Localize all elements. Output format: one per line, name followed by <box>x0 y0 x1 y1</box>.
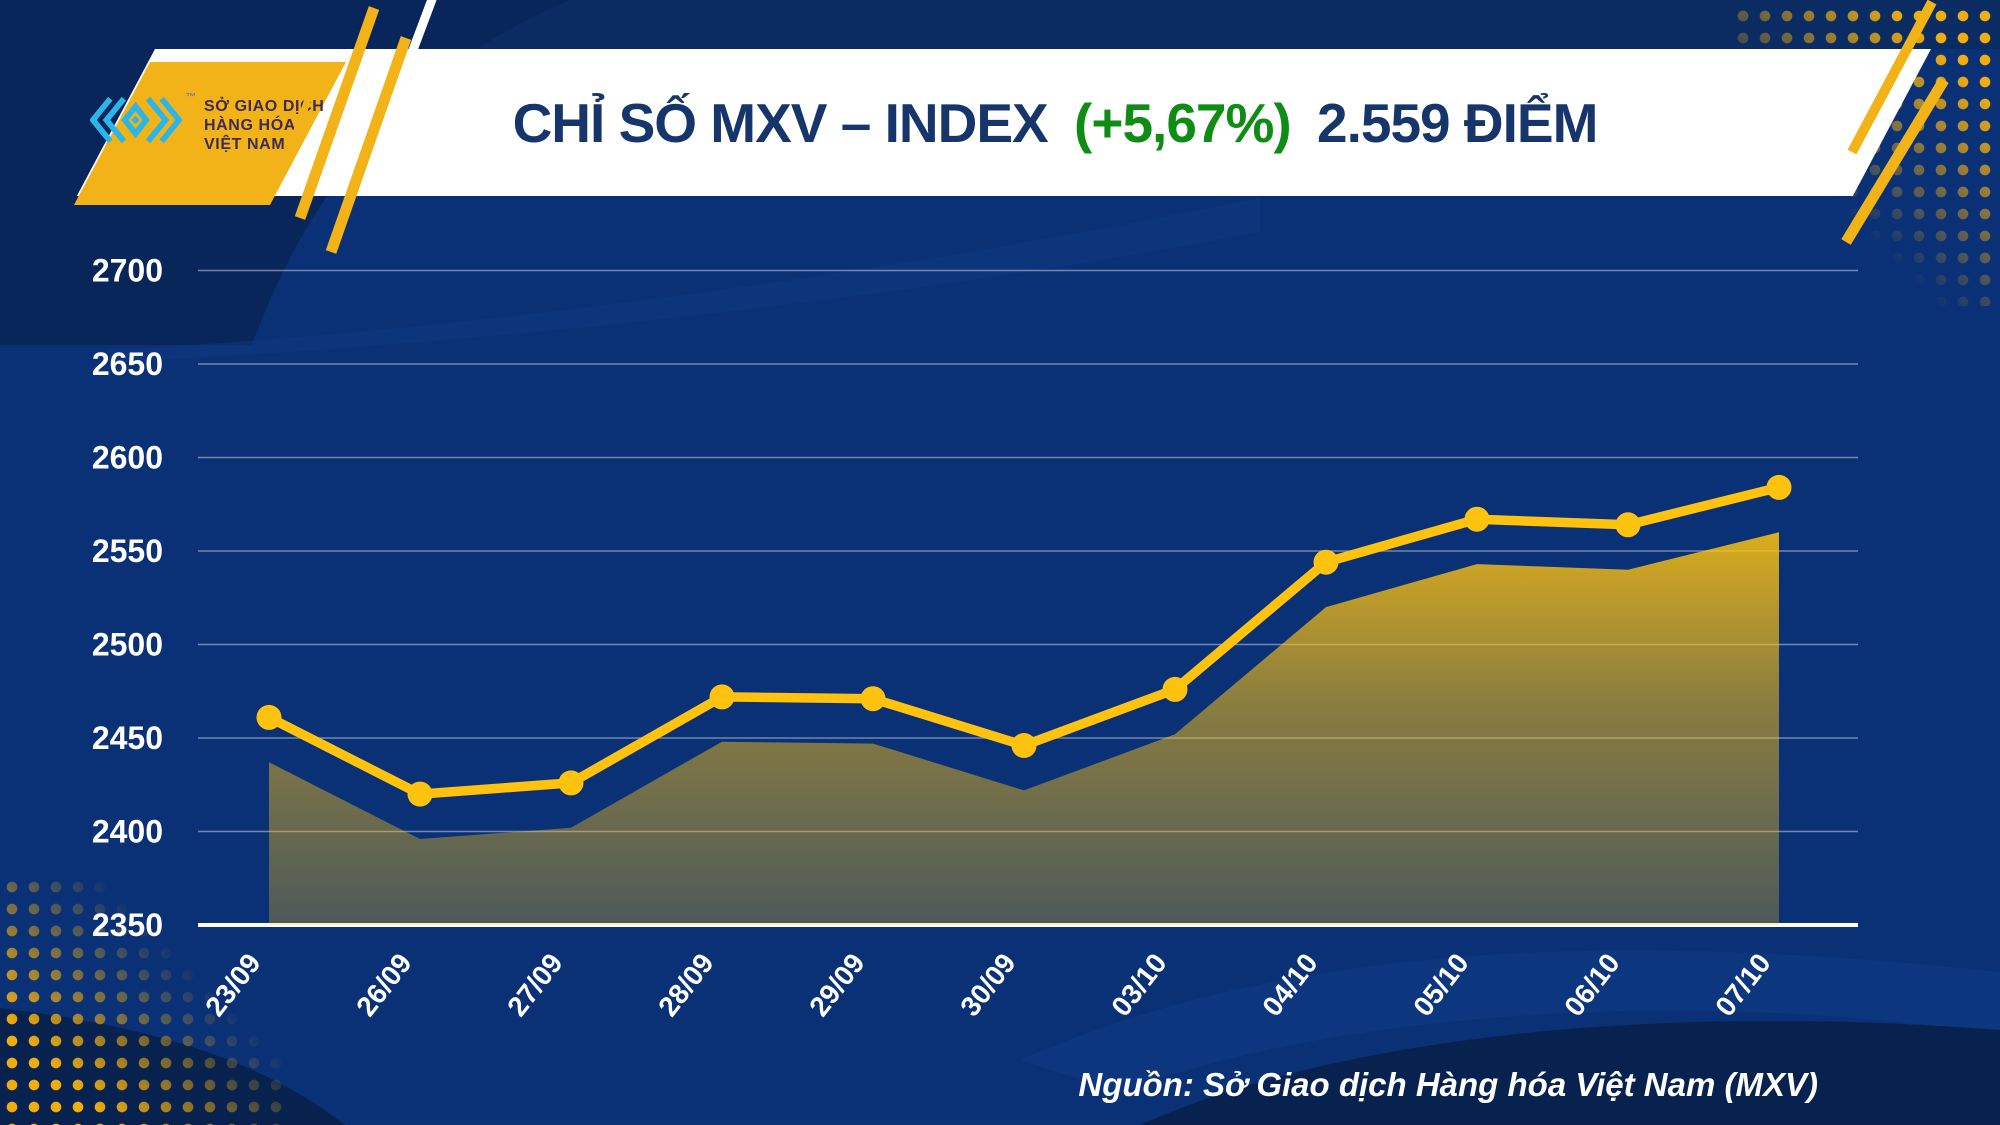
slash-left-long-1 <box>294 6 380 220</box>
source-caption: Nguồn: Sở Giao dịch Hàng hóa Việt Nam (M… <box>1078 1066 1818 1103</box>
logo-center-dot <box>131 115 140 125</box>
slash-left-long-2 <box>325 36 412 254</box>
data-point-29/09 <box>860 686 886 712</box>
wave-bottom-right-dark <box>1140 1020 2000 1125</box>
wave-bottom-light <box>1020 950 2000 1092</box>
area-fill <box>269 532 1779 925</box>
slash-right-lower <box>1841 77 1949 245</box>
y-tick-label: 2500 <box>92 627 163 663</box>
chart-title: CHỈ SỐ MXV – INDEX (+5,67%) 2.559 ĐIỂM <box>430 90 1680 156</box>
logo-line-1: SỞ GIAO DỊCH <box>204 98 325 115</box>
logo-text: SỞ GIAO DỊCH HÀNG HÓA VIỆT NAM <box>204 97 324 154</box>
data-point-30/09 <box>1011 733 1037 758</box>
data-point-27/09 <box>558 770 584 796</box>
data-point-23/09 <box>256 704 282 730</box>
x-tick-label: 28/09 <box>652 948 720 1022</box>
x-tick-label: 03/10 <box>1105 948 1173 1022</box>
x-tick-label: 26/09 <box>350 948 418 1022</box>
halftone-dots-bottom-left <box>0 873 282 1125</box>
data-point-07/10 <box>1766 474 1792 500</box>
title-index-value: 2.559 ĐIỂM <box>1317 92 1598 154</box>
x-tick-label: 30/09 <box>954 948 1022 1022</box>
slash-left-white <box>405 0 437 60</box>
data-point-04/10 <box>1313 549 1339 575</box>
y-tick-label: 2550 <box>92 533 163 569</box>
y-tick-label: 2450 <box>92 720 163 756</box>
logo-chevron-left-outer <box>90 96 113 144</box>
x-tick-label: 05/10 <box>1407 948 1475 1022</box>
y-axis-labels: 2350 2400 2450 2500 2550 2600 2650 2700 <box>92 253 163 944</box>
logo-line-2: HÀNG HÓA <box>204 117 296 134</box>
data-point-05/10 <box>1464 506 1490 532</box>
title-prefix: CHỈ SỐ MXV – INDEX <box>512 92 1049 154</box>
title-change-percent: (+5,67%) <box>1074 92 1292 154</box>
y-tick-label: 2650 <box>92 346 163 382</box>
y-tick-label: 2350 <box>92 907 163 943</box>
trademark-symbol: ™ <box>186 92 196 103</box>
decorative-slashes <box>282 0 1949 254</box>
logo-diamond <box>121 101 150 139</box>
x-tick-label: 04/10 <box>1256 948 1324 1022</box>
y-tick-label: 2600 <box>92 440 163 476</box>
x-tick-label: 27/09 <box>501 948 569 1022</box>
x-tick-label: 06/10 <box>1558 948 1626 1022</box>
slash-left-short <box>282 86 316 164</box>
logo-chevron-right-outer <box>159 96 182 144</box>
data-point-03/10 <box>1162 676 1188 702</box>
x-tick-label: 23/09 <box>199 948 267 1022</box>
slash-right-upper <box>1847 0 1937 155</box>
logo-line-3: VIỆT NAM <box>204 136 286 153</box>
wave-upper-light <box>110 198 1260 362</box>
x-tick-label: 29/09 <box>803 948 871 1022</box>
data-point-26/09 <box>407 781 433 807</box>
x-tick-label: 07/10 <box>1709 948 1777 1022</box>
data-points <box>256 474 1792 807</box>
data-point-28/09 <box>709 684 735 710</box>
y-tick-label: 2700 <box>92 253 163 289</box>
x-axis-labels: 23/09 26/09 27/09 28/09 29/09 30/09 03/10 04/10… <box>199 948 1777 1022</box>
y-tick-label: 2400 <box>92 814 163 850</box>
data-point-06/10 <box>1615 512 1641 538</box>
logo-chevron-left-inner <box>102 96 127 144</box>
mxv-logo-icon <box>90 96 182 144</box>
logo-chevron-right-inner <box>145 96 170 144</box>
